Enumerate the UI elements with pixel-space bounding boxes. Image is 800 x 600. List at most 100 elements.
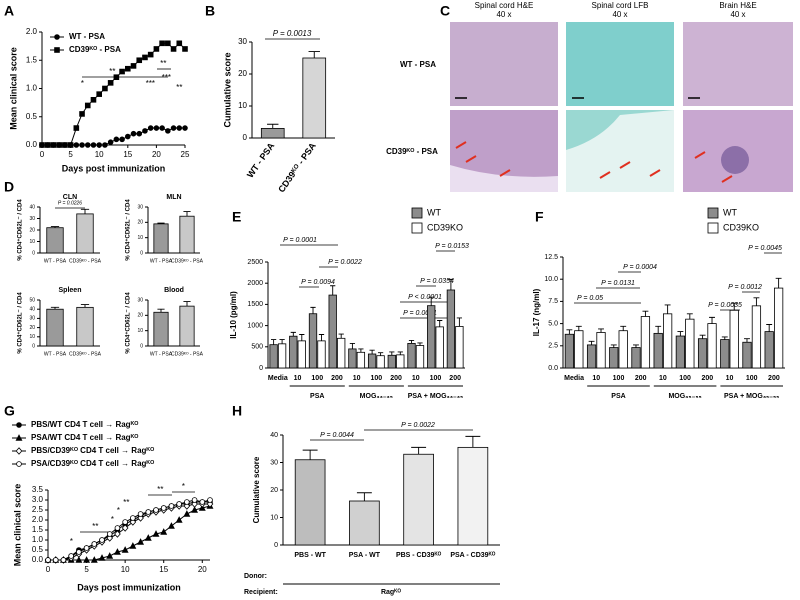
bar [618,330,628,369]
bar [609,347,619,369]
y-tick-label: 0.5 [32,545,44,554]
legend-label: CD39ᴷᴼ - PSA [69,45,121,54]
annotation: P = 0.0001 [403,310,437,317]
annotation: P = 0.0094 [301,279,335,286]
y-tick-label: 2.0 [32,515,44,524]
marker [84,102,91,109]
marker [45,557,51,563]
marker [136,130,143,137]
bar [153,311,169,347]
error-bar [270,339,277,345]
y-axis-label: % CD4⁺CD62L⁻ / CD4 [125,199,132,261]
y-tick-label: 10 [137,328,143,334]
legend-marker [54,47,60,53]
legend-swatch [411,207,423,219]
x-tick-label: 20 [198,565,207,574]
error-bar [437,320,443,327]
bar [348,348,357,369]
x-tick-label: 100 [311,375,323,382]
marker [160,528,168,535]
marker [121,524,129,532]
y-tick-label: 0.0 [26,140,38,149]
bar [46,227,64,254]
marker [145,509,152,515]
infiltrate [721,146,749,174]
bar [631,347,641,369]
legend-label: PBS/CD39ᴷᴼ CD4 T cell → Ragᴷᴼ [31,446,154,455]
x-tick-label: 15 [159,565,168,574]
bar [729,309,739,369]
legend-swatch [411,222,423,234]
y-tick-label: 0.0 [32,555,44,564]
x-tick-label: 25 [181,150,190,159]
error-bar [80,304,90,308]
arrow [465,155,477,163]
y-axis-label: % CD4⁺CD62L⁻ / CD4 [17,292,24,354]
marker [136,57,143,64]
bar [596,332,606,369]
error-bar [411,446,427,455]
legend-label: CD39KO [723,222,759,232]
error-bar [465,435,481,448]
error-bar [157,308,165,313]
marker [102,85,108,92]
x-tick-label: 10 [659,375,667,382]
arrow [721,175,733,183]
marker [165,40,171,47]
error-bar [157,222,165,224]
y-tick-label: 10 [29,239,35,245]
marker [68,553,74,559]
bar [294,459,326,546]
y-tick-label: 2.5 [548,343,558,350]
panel-label: H [232,403,242,419]
bar [707,323,717,369]
marker [39,142,45,148]
y-tick-label: 0.0 [548,365,558,372]
y-tick-label: 0 [274,542,278,549]
histology-image [450,22,558,106]
series-line [48,499,211,561]
legend-marker [15,447,23,455]
error-bar [338,333,344,339]
x-tick-label: WT - PSA [44,258,67,264]
marker [184,499,190,505]
marker [130,130,137,137]
x-tick-label: 10 [592,375,600,382]
legend-marker [54,34,60,40]
annotation: P = 0.0044 [320,432,354,439]
panel-label: D [4,179,14,195]
legend-swatch [707,222,719,234]
marker [170,46,177,52]
y-tick-label: 1000 [247,322,263,329]
error-bar [389,351,395,356]
error-bar [290,331,296,337]
error-bar [310,306,316,314]
x-tick-label: 0 [46,565,51,574]
y-tick-label: 30 [137,204,143,210]
row-label: CD39ᴷᴼ - PSA [386,147,438,156]
x-tick-label: CD39ᴷᴼ - PSA [171,351,204,357]
x-tick-label: 10 [412,375,420,382]
error-bar [731,302,738,311]
bar [751,305,762,369]
recipient-label: Recipient: [244,589,278,596]
error-bar [598,328,604,333]
bar [277,343,287,369]
legend-marker [16,422,22,428]
group-label: PSA + MOG₃₅₋₅₅ [724,393,779,400]
marker [98,554,106,561]
marker [76,549,82,555]
x-tick-label: 5 [68,150,73,159]
marker [90,142,97,148]
y-axis-label: IL-17 (ng/ml) [532,288,541,336]
column-title: Spinal cord LFB [592,1,649,10]
x-tick-label: CD39ᴷᴼ - PSA [69,258,102,264]
x-tick-label: CD39ᴷᴼ - PSA [69,351,102,357]
x-tick-label: Media [564,375,584,382]
group-label: PSA [611,393,625,400]
marker [167,522,175,529]
error-bar [664,304,671,314]
bar [697,338,708,369]
marker [122,519,128,525]
marker [176,125,183,131]
